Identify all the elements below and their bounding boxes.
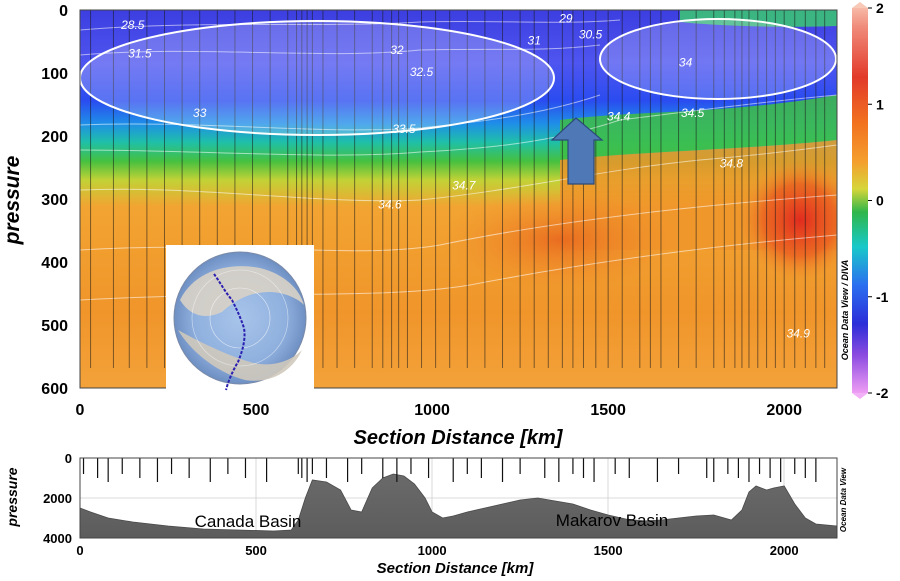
contour-label: 34.4 <box>607 109 631 123</box>
contour-label: 33 <box>193 106 207 120</box>
section-plot: 28.5 31.5 32 32.5 33 33.5 31 29 30.5 34 34.4 34.5 34… <box>1 0 889 449</box>
latitude-ring <box>209 287 271 349</box>
contour-label: 34.6 <box>378 197 402 211</box>
y-tick-label: 2000 <box>43 491 72 506</box>
x-tick-label: 500 <box>245 543 267 558</box>
x-tick-label: 1000 <box>414 402 450 419</box>
y-tick-label: 300 <box>41 192 68 209</box>
bathymetry-frame <box>79 457 838 539</box>
contour-label: 34.7 <box>452 179 477 193</box>
x-tick-label: 2000 <box>770 543 799 558</box>
y-tick-label: 400 <box>41 255 68 272</box>
x-tick-label: 1500 <box>594 543 623 558</box>
colorbar-cap-bottom <box>852 393 868 399</box>
makarov-basin-label: Makarov Basin <box>556 511 668 530</box>
x-tick-label: 1500 <box>590 402 626 419</box>
top-y-axis-title: pressure <box>1 155 24 245</box>
contour-label: 30.5 <box>579 27 603 41</box>
top-x-ticks: 0 500 1000 1500 2000 <box>76 402 803 419</box>
landmass-north <box>180 266 304 316</box>
halocline-band <box>560 95 837 160</box>
bottom-station-ticks <box>82 458 817 482</box>
water-mass-ellipse-left <box>80 20 555 136</box>
top-y-ticks: 0 100 200 300 400 500 600 <box>41 3 68 398</box>
colorbar-tick-label: 2 <box>876 0 884 16</box>
bottom-x-ticks: 0 500 1000 1500 2000 <box>76 543 798 558</box>
warm-core <box>740 160 837 280</box>
surface-band <box>680 10 837 27</box>
x-tick-label: 2000 <box>766 402 802 419</box>
seafloor-area <box>80 473 837 538</box>
contour-label: 33.5 <box>392 122 416 136</box>
colorbar: -2 -1 0 1 2 Ocean Data View / DIVA <box>840 0 889 401</box>
bottom-x-axis-title: Section Distance [km] <box>377 560 535 577</box>
x-tick-label: 0 <box>76 402 85 419</box>
bottom-y-axis-title: pressure <box>4 467 20 527</box>
colorbar-ticks: -2 -1 0 1 2 <box>868 0 889 401</box>
y-tick-label: 100 <box>41 66 68 83</box>
map-inset <box>166 245 314 391</box>
x-tick-label: 500 <box>243 402 270 419</box>
canada-basin-label: Canada Basin <box>195 512 302 531</box>
contour-label: 34.9 <box>787 327 811 341</box>
contour-label: 28.5 <box>120 18 145 32</box>
landmass-south <box>178 330 302 381</box>
colorbar-scale <box>852 8 868 393</box>
contour-label: 32 <box>390 43 404 57</box>
y-tick-label: 500 <box>41 318 68 335</box>
contour-label: 31 <box>528 34 541 48</box>
y-tick-label: 0 <box>59 3 68 20</box>
contour-label: 32.5 <box>410 65 434 79</box>
bottom-y-ticks: 0 2000 4000 <box>43 451 72 546</box>
upwelling-arrow-icon <box>550 117 604 185</box>
contour-label: 29 <box>558 12 573 26</box>
top-x-axis-title: Section Distance [km] <box>354 427 564 449</box>
y-tick-label: 200 <box>41 129 68 146</box>
bathymetry-credit: Ocean Data View <box>839 467 848 532</box>
latitude-ring <box>191 269 289 367</box>
colorbar-cap-top <box>852 2 868 8</box>
contour-label: 34.8 <box>720 157 744 171</box>
colorbar-tick-label: 1 <box>876 96 884 112</box>
y-tick-label: 0 <box>65 451 72 466</box>
bathymetry-plot: Canada Basin Makarov Basin 0 2000 4000 0 50… <box>4 451 848 577</box>
x-tick-label: 1000 <box>418 543 447 558</box>
contour-labels: 28.5 31.5 32 32.5 33 33.5 31 29 30.5 34 34.4 34.5 34… <box>120 12 810 341</box>
colorbar-tick-label: -1 <box>876 289 889 305</box>
water-mass-ellipse-right <box>599 18 837 100</box>
station-lines <box>90 10 826 368</box>
colorbar-credit: Ocean Data View / DIVA <box>840 260 850 361</box>
contour-label: 34 <box>679 56 693 70</box>
contour-label: 31.5 <box>128 46 152 60</box>
contour-label: 34.5 <box>681 106 705 120</box>
section-frame <box>79 9 838 389</box>
x-tick-label: 0 <box>76 543 83 558</box>
colorbar-tick-label: 0 <box>876 193 884 209</box>
colorbar-tick-label: -2 <box>876 385 889 401</box>
y-tick-label: 600 <box>41 381 68 398</box>
y-tick-label: 4000 <box>43 531 72 546</box>
warm-patch <box>440 190 680 290</box>
